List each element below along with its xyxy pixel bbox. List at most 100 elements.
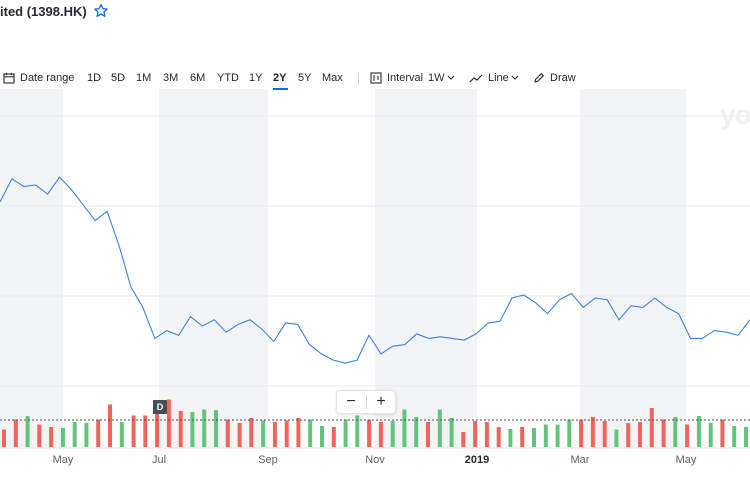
chart-toolbar: Date range 1D 5D 1M 3M 6M YTD 1Y 2Y 5Y M… (0, 67, 750, 90)
month-shade-band (0, 89, 63, 448)
volume-bar (496, 427, 501, 447)
zoom-out-button[interactable]: − (346, 393, 356, 410)
zoom-control: − + (336, 390, 396, 414)
chevron-down-icon[interactable] (447, 75, 455, 81)
volume-bar (25, 416, 30, 447)
volume-bar (685, 424, 690, 447)
price-chart-svg[interactable]: May Jul Sep Nov 2019 Mar May (0, 89, 750, 500)
volume-bar (272, 422, 277, 447)
volume-bar (661, 419, 666, 447)
volume-bar (402, 409, 407, 447)
interval-label[interactable]: Interval (387, 72, 424, 84)
interval-dropdown[interactable]: 1W (428, 72, 445, 84)
range-ytd-button[interactable]: YTD (217, 72, 239, 84)
star-outline-icon[interactable] (93, 3, 109, 19)
volume-bar (178, 411, 183, 447)
volume-bar (543, 424, 548, 447)
volume-bar (249, 418, 254, 447)
volume-bar (261, 420, 266, 447)
volume-bar (555, 424, 560, 447)
range-5y-button[interactable]: 5Y (298, 72, 312, 84)
volume-bar (237, 423, 242, 447)
chart-type-dropdown[interactable]: Line (488, 72, 509, 84)
volume-bar (284, 420, 289, 447)
x-tick-label: Sep (258, 454, 278, 466)
volume-bar (461, 432, 466, 447)
dividend-badge[interactable]: D (153, 400, 167, 414)
volume-bar (484, 422, 489, 447)
volume-bar (108, 404, 112, 447)
volume-bar (449, 418, 454, 447)
x-tick-label: Nov (365, 454, 385, 466)
volume-bar (155, 403, 160, 447)
volume-bar (119, 422, 124, 447)
x-tick-label: Jul (152, 454, 166, 466)
volume-bar (96, 419, 101, 447)
month-shade-band (375, 89, 477, 448)
volume-bar (473, 421, 478, 447)
range-6m-button[interactable]: 6M (190, 72, 206, 84)
volume-bar (602, 421, 607, 447)
volume-bar (13, 419, 18, 447)
volume-bar (72, 422, 77, 447)
volume-bar (649, 408, 654, 447)
price-line-series (0, 176, 750, 364)
volume-bar (343, 419, 348, 447)
x-tick-label: 2019 (465, 454, 489, 466)
page-title: ited (1398.HK) (0, 4, 87, 19)
volume-bar (626, 423, 631, 447)
range-5d-button[interactable]: 5D (111, 72, 126, 84)
volume-bar (579, 419, 584, 447)
month-shade-band (580, 89, 686, 448)
range-1y-button[interactable]: 1Y (249, 72, 263, 84)
volume-bar (308, 419, 313, 447)
volume-bar (532, 428, 536, 447)
volume-bar (567, 419, 572, 447)
volume-bar (143, 415, 148, 447)
zoom-in-button[interactable]: + (376, 393, 386, 410)
volume-bar (744, 427, 748, 447)
volume-bar (708, 423, 713, 447)
volume-bar (720, 419, 725, 447)
range-2y-button[interactable]: 2Y (273, 72, 287, 84)
calendar-icon[interactable] (3, 72, 15, 84)
line-chart-icon[interactable] (469, 73, 483, 84)
pencil-icon[interactable] (533, 72, 545, 84)
chevron-down-icon[interactable] (511, 75, 519, 81)
volume-bar (673, 417, 678, 447)
volume-bar (638, 422, 642, 447)
volume-bar (590, 417, 595, 447)
volume-bar (732, 426, 737, 447)
watermark-logo: yo (720, 99, 750, 130)
x-tick-label: May (676, 454, 697, 466)
volume-bar (190, 412, 195, 447)
volume-bar (49, 427, 54, 447)
volume-bar (202, 409, 207, 447)
volume-bar (2, 429, 6, 447)
volume-bar (166, 399, 171, 447)
month-shade-band (159, 89, 268, 448)
range-max-button[interactable]: Max (322, 72, 343, 84)
volume-bar (414, 417, 419, 447)
volume-bar (614, 429, 619, 447)
price-chart[interactable]: May Jul Sep Nov 2019 Mar May (0, 89, 750, 500)
volume-bar (378, 422, 383, 447)
range-3m-button[interactable]: 3M (163, 72, 179, 84)
volume-bar (84, 423, 89, 447)
volume-bar (355, 415, 360, 447)
range-1m-button[interactable]: 1M (136, 72, 152, 84)
volume-bar (390, 421, 395, 447)
volume-bar (214, 410, 218, 447)
volume-bar (696, 416, 701, 447)
range-1d-button[interactable]: 1D (87, 72, 102, 84)
date-range-button[interactable]: Date range (20, 72, 75, 84)
volume-bar (296, 418, 301, 447)
volume-bar (520, 427, 525, 447)
volume-bar (131, 415, 136, 447)
volume-bar (225, 419, 230, 447)
candlestick-icon[interactable] (370, 72, 382, 84)
zoom-divider (366, 395, 367, 409)
draw-button[interactable]: Draw (550, 72, 576, 84)
volume-bar (437, 409, 442, 447)
volume-bar (508, 429, 513, 447)
